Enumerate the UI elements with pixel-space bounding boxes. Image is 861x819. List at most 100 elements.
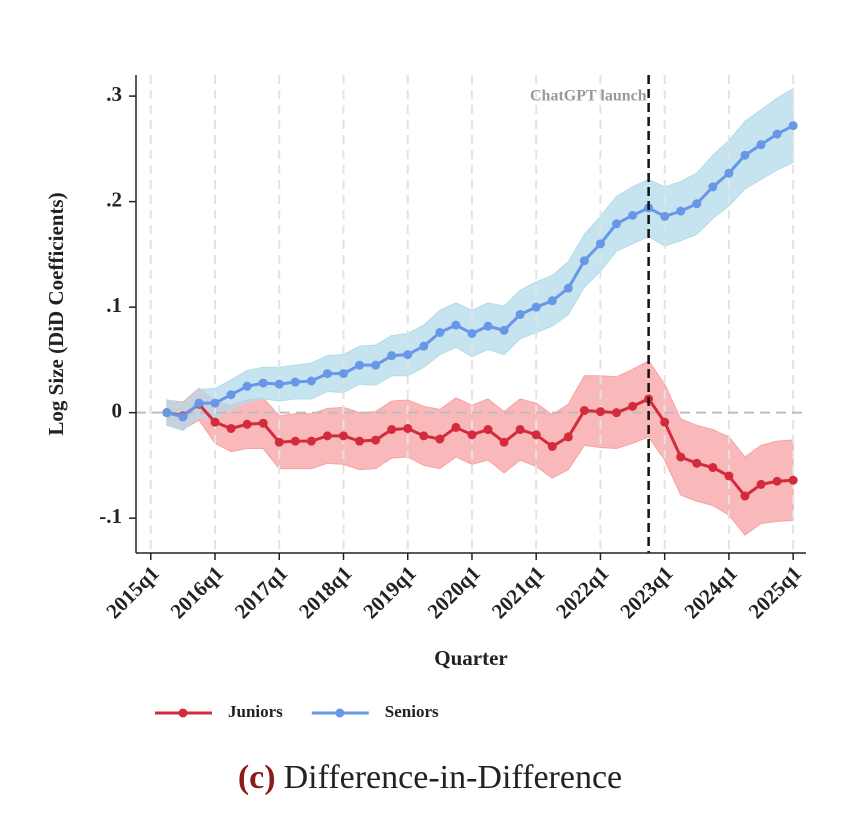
point	[226, 423, 236, 433]
point	[563, 283, 573, 293]
point	[226, 390, 236, 400]
point	[371, 360, 381, 370]
point	[194, 398, 204, 408]
annotation: ChatGPT launch	[530, 88, 647, 105]
point	[708, 182, 718, 192]
point	[355, 360, 365, 370]
x-tick-label: 2021q1	[487, 561, 549, 623]
point	[595, 407, 605, 417]
point	[419, 431, 429, 441]
point	[660, 417, 670, 427]
point	[338, 369, 348, 379]
point	[419, 341, 429, 351]
point	[290, 436, 300, 446]
point	[724, 471, 734, 481]
x-tick-label: 2020q1	[423, 561, 485, 623]
point	[788, 475, 798, 485]
point	[483, 425, 493, 435]
point	[322, 431, 332, 441]
point	[724, 168, 734, 178]
point	[547, 441, 557, 451]
point	[467, 430, 477, 440]
point	[563, 432, 573, 442]
point	[740, 491, 750, 501]
y-tick-label: -.1	[99, 504, 122, 528]
point	[628, 401, 638, 411]
point	[467, 329, 477, 339]
x-tick-label: 2017q1	[230, 561, 292, 623]
legend-label: Seniors	[385, 702, 439, 721]
point	[306, 376, 316, 386]
point	[708, 463, 718, 473]
y-tick-label: 0	[112, 398, 123, 422]
point	[515, 310, 525, 320]
point	[435, 327, 445, 337]
point	[499, 325, 509, 335]
caption: (c) Difference-in-Difference	[238, 759, 622, 796]
point	[772, 129, 782, 139]
point	[338, 431, 348, 441]
x-tick-label: 2022q1	[551, 561, 613, 623]
y-axis-label: Log Size (DiD Coefficients)	[44, 192, 68, 435]
point	[547, 296, 557, 306]
caption-title: Difference-in-Difference	[284, 759, 623, 796]
point	[531, 430, 541, 440]
point	[178, 412, 188, 422]
point	[258, 378, 268, 388]
point	[274, 437, 284, 447]
grid	[136, 75, 806, 553]
point	[611, 408, 621, 418]
caption-label: (c)	[238, 759, 276, 796]
point	[258, 418, 268, 428]
x-tick-label: 2016q1	[166, 561, 228, 623]
point	[531, 302, 541, 312]
point	[579, 406, 589, 416]
point	[403, 423, 413, 433]
point	[756, 140, 766, 150]
point	[242, 419, 252, 429]
legend-label: Juniors	[228, 702, 283, 721]
point	[740, 150, 750, 160]
point	[756, 479, 766, 489]
y-tick-label: .3	[106, 82, 122, 106]
series-line	[166, 397, 794, 499]
x-tick-label: 2015q1	[101, 561, 163, 623]
point	[162, 408, 172, 418]
point	[676, 452, 686, 462]
point	[660, 211, 670, 221]
legend-marker	[335, 708, 345, 718]
x-tick-label: 2024q1	[679, 561, 741, 623]
bands	[166, 87, 794, 536]
x-tick-label: 2023q1	[615, 561, 677, 623]
point	[579, 256, 589, 266]
point	[242, 381, 252, 391]
point	[210, 417, 220, 427]
point	[595, 239, 605, 249]
point	[628, 210, 638, 220]
point	[515, 425, 525, 435]
point	[387, 425, 397, 435]
y-tick-label: .1	[106, 293, 122, 317]
x-tick-label: 2025q1	[744, 561, 806, 623]
point	[355, 436, 365, 446]
x-tick-label: 2019q1	[358, 561, 420, 623]
point	[274, 379, 284, 389]
point	[692, 199, 702, 209]
point	[483, 321, 493, 331]
point	[290, 377, 300, 387]
lines: ChatGPT launch	[162, 75, 798, 553]
point	[435, 434, 445, 444]
point	[692, 458, 702, 468]
point	[387, 351, 397, 361]
point	[451, 320, 461, 330]
point	[371, 435, 381, 445]
point	[306, 436, 316, 446]
point	[403, 350, 413, 360]
legend-marker	[178, 708, 188, 718]
y-tick-label: .2	[106, 187, 122, 211]
series-line	[166, 124, 794, 419]
point	[499, 437, 509, 447]
point	[451, 422, 461, 432]
point	[210, 398, 220, 408]
